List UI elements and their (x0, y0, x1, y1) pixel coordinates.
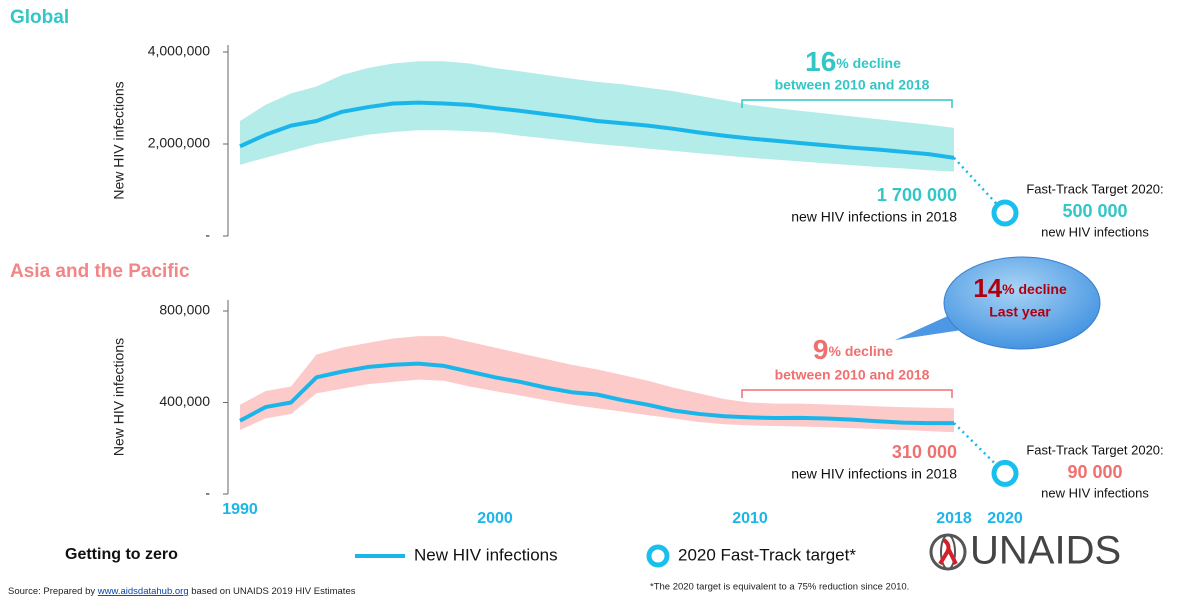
legend-marker (646, 544, 670, 568)
target-text: new HIV infections (1041, 485, 1149, 500)
callout-sub: Last year (989, 304, 1051, 320)
source-prefix: Source: Prepared by (8, 586, 98, 597)
footnote: *The 2020 target is equivalent to a 75% … (650, 582, 909, 593)
y-axis-label: New HIV infections (111, 81, 127, 199)
target-marker (991, 459, 1019, 487)
source: Source: Prepared by www.aidsdatahub.org … (8, 586, 356, 597)
chart-title: Asia and the Pacific (10, 261, 190, 282)
y-tick-label: - (205, 227, 210, 243)
chart: Asia and the Pacific New HIV infections - 4… (10, 256, 1164, 527)
callout-bubble (943, 256, 1101, 350)
decline-bracket (741, 99, 953, 108)
logo: UNAIDS (929, 529, 1121, 573)
callout-text: 14% decline (973, 273, 1067, 303)
target-text: new HIV infections (1041, 224, 1149, 239)
target-value: 90 000 (1067, 462, 1122, 482)
decline-text: 9% decline (813, 334, 893, 365)
uncertainty-band (240, 61, 954, 172)
uncertainty-band (240, 336, 954, 433)
series-line (239, 361, 954, 426)
chart: Global New HIV infections - 2,000,000 4,000,… (10, 7, 1164, 243)
x-tick-label: 1990 (222, 501, 258, 518)
decline-value: 9 (813, 334, 829, 365)
y-axis-label: New HIV infections (111, 338, 127, 456)
decline-suffix: % decline (836, 55, 901, 71)
y-tick-label: 400,000 (159, 393, 210, 409)
decline-period: between 2010 and 2018 (775, 367, 930, 383)
x-tick-label: 2000 (477, 510, 513, 527)
legend-label: New HIV infections (414, 545, 558, 564)
logo-text: UNAIDS (970, 529, 1121, 573)
series-line (239, 100, 955, 160)
decline-value: 16 (805, 46, 836, 77)
target-value: 500 000 (1062, 201, 1127, 221)
logo-globe-lines (940, 534, 956, 570)
latest-text: new HIV infections in 2018 (791, 466, 957, 482)
target-heading: Fast-Track Target 2020: (1026, 442, 1163, 457)
legend-label: 2020 Fast-Track target* (678, 545, 856, 564)
target-heading: Fast-Track Target 2020: (1026, 181, 1163, 196)
callout-suffix: % decline (1002, 281, 1067, 297)
latest-text: new HIV infections in 2018 (791, 209, 957, 225)
y-tick-label: 800,000 (159, 302, 210, 318)
chart-title: Global (10, 7, 69, 28)
source-link[interactable]: www.aidsdatahub.org (97, 586, 189, 597)
source-suffix: based on UNAIDS 2019 HIV Estimates (189, 586, 356, 597)
latest-value: 310 000 (892, 442, 957, 462)
target-marker (991, 199, 1019, 227)
latest-value: 1 700 000 (877, 185, 957, 205)
decline-suffix: % decline (828, 343, 893, 359)
y-tick-label: 2,000,000 (148, 135, 210, 151)
x-tick-label: 2010 (732, 510, 768, 527)
y-tick-label: - (205, 485, 210, 501)
target-connector (953, 156, 1006, 214)
decline-bracket (741, 389, 953, 398)
x-tick-label: 2018 (936, 510, 972, 527)
y-tick-label: 4,000,000 (148, 43, 210, 59)
decline-period: between 2010 and 2018 (775, 77, 930, 93)
x-tick-label: 2020 (987, 510, 1023, 527)
logo-ribbon (938, 538, 958, 566)
tagline: Getting to zero (65, 546, 178, 563)
decline-text: 16% decline (805, 46, 901, 77)
callout-value: 14 (973, 273, 1002, 303)
callout-bubble (895, 315, 962, 340)
